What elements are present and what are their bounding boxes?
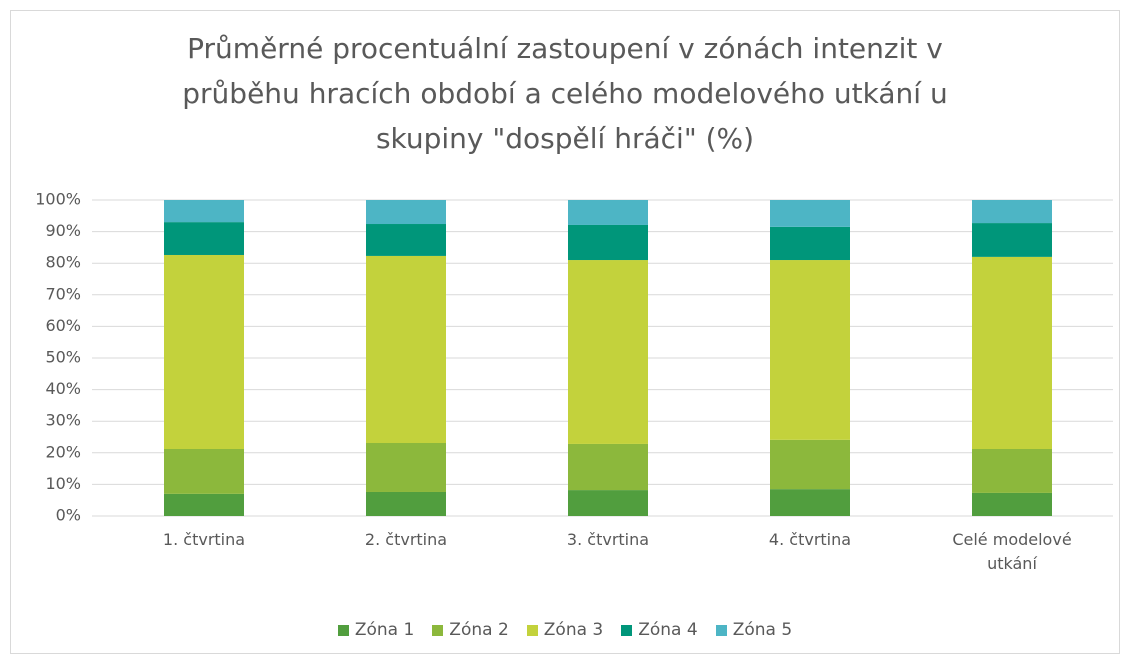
- bar-segment: [164, 200, 244, 223]
- legend-item: Zóna 2: [432, 620, 509, 640]
- bar-segment: [770, 489, 850, 516]
- x-tick-label: 1. čtvrtina: [162, 530, 246, 549]
- bar-segment: [972, 200, 1052, 224]
- y-tick-label: 90%: [45, 221, 81, 240]
- bar-segment: [770, 226, 850, 261]
- y-tick-label: 20%: [45, 442, 81, 461]
- y-tick-label: 30%: [45, 411, 81, 430]
- y-tick-label: 50%: [45, 348, 81, 367]
- bar-segment: [164, 493, 244, 516]
- bar-segment: [164, 449, 244, 494]
- bar-segment: [568, 443, 648, 491]
- bar-segment: [972, 449, 1052, 493]
- legend-swatch: [337, 624, 349, 636]
- y-tick-label: 40%: [45, 379, 81, 398]
- legend-item: Zóna 4: [621, 620, 698, 640]
- y-tick-label: 100%: [35, 190, 81, 209]
- y-tick-label: 60%: [45, 316, 81, 335]
- legend-swatch: [621, 624, 633, 636]
- x-tick-label: 2. čtvrtina: [364, 530, 448, 549]
- bar-segment: [568, 224, 648, 261]
- bar-segment: [366, 491, 446, 516]
- x-tick-label: 3. čtvrtina: [566, 530, 650, 549]
- bar-segment: [972, 492, 1052, 516]
- legend-swatch: [715, 624, 727, 636]
- bar-segment: [164, 222, 244, 255]
- legend-label: Zóna 3: [543, 620, 604, 640]
- chart-frame: [10, 10, 1120, 654]
- bar-segment: [770, 439, 850, 490]
- chart-title: Průměrné procentuální zastoupení v zónác…: [182, 32, 948, 155]
- x-tick-label: Celé modelové utkání: [952, 530, 1072, 573]
- legend-item: Zóna 3: [526, 620, 604, 640]
- bar-segment: [366, 443, 446, 492]
- bar-segment: [366, 224, 446, 256]
- y-tick-label: 10%: [45, 474, 81, 493]
- legend-label: Zóna 1: [354, 620, 415, 640]
- legend-item: Zóna 1: [337, 620, 415, 640]
- y-tick-label: 0%: [56, 506, 81, 525]
- bar-segment: [568, 200, 648, 225]
- bar-segment: [972, 256, 1052, 450]
- bar-segment: [770, 200, 850, 227]
- legend: Zóna 1 Zóna 2 Zóna 3 Zóna 4 Zóna 5: [0, 620, 1130, 640]
- legend-label: Zóna 2: [449, 620, 509, 640]
- bar-segment: [164, 254, 244, 450]
- bar-segment: [568, 490, 648, 516]
- y-tick-label: 80%: [45, 253, 81, 272]
- legend-swatch: [526, 624, 538, 636]
- legend-label: Zóna 5: [732, 620, 793, 640]
- legend-label: Zóna 4: [638, 620, 698, 640]
- bar-segment: [972, 223, 1052, 257]
- bar-segment: [568, 260, 648, 444]
- x-tick-label: 4. čtvrtina: [768, 530, 852, 549]
- bar-segment: [366, 255, 446, 444]
- bar-segment: [770, 260, 850, 440]
- bar-segment: [366, 200, 446, 225]
- legend-item: Zóna 5: [715, 620, 793, 640]
- legend-swatch: [432, 624, 444, 636]
- y-tick-label: 70%: [45, 284, 81, 303]
